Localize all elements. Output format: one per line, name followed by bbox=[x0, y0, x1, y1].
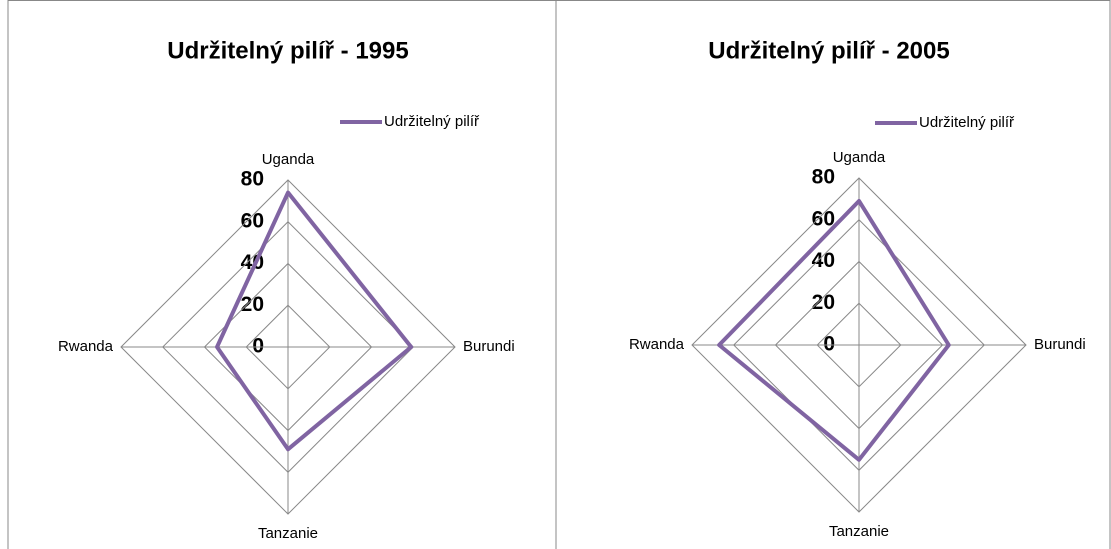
category-label: Rwanda bbox=[629, 336, 685, 353]
category-label: Burundi bbox=[1034, 336, 1086, 353]
series-line bbox=[717, 198, 951, 462]
y-tick-label: 20 bbox=[241, 293, 264, 316]
y-tick-label: 40 bbox=[812, 249, 835, 272]
y-tick-label: 60 bbox=[241, 209, 264, 232]
y-tick-label: 60 bbox=[812, 207, 835, 230]
chart-title: Udržitelný pilíř - 1995 bbox=[167, 37, 408, 64]
y-tick-label: 20 bbox=[812, 291, 835, 314]
y-tick-label: 80 bbox=[241, 168, 264, 191]
series-line bbox=[215, 190, 414, 452]
y-tick-label: 0 bbox=[252, 335, 264, 358]
legend-label: Udržitelný pilíř bbox=[384, 113, 480, 130]
category-label: Uganda bbox=[833, 149, 886, 166]
panel-frame bbox=[555, 0, 1111, 549]
category-label: Burundi bbox=[463, 338, 515, 355]
category-label: Tanzanie bbox=[829, 523, 889, 540]
category-label: Uganda bbox=[262, 151, 315, 168]
category-label: Tanzanie bbox=[258, 525, 318, 542]
legend-label: Udržitelný pilíř bbox=[919, 114, 1015, 131]
y-tick-label: 0 bbox=[823, 333, 835, 356]
y-tick-label: 80 bbox=[812, 166, 835, 189]
category-label: Rwanda bbox=[58, 338, 114, 355]
chart-title: Udržitelný pilíř - 2005 bbox=[708, 37, 949, 64]
